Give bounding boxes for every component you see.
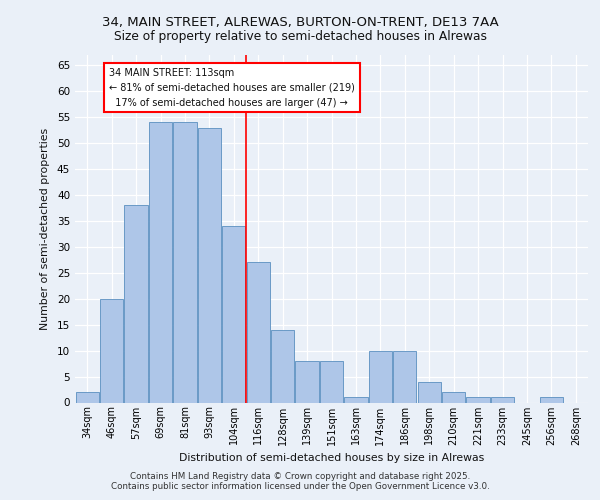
Bar	[418, 382, 441, 402]
Bar	[320, 361, 343, 403]
Bar	[540, 398, 563, 402]
Bar	[76, 392, 99, 402]
Bar	[344, 398, 368, 402]
Bar	[393, 350, 416, 403]
Bar	[149, 122, 172, 402]
Bar	[271, 330, 294, 402]
Bar	[173, 122, 197, 402]
Bar	[442, 392, 465, 402]
Bar	[369, 350, 392, 403]
Text: 34 MAIN STREET: 113sqm
← 81% of semi-detached houses are smaller (219)
  17% of : 34 MAIN STREET: 113sqm ← 81% of semi-det…	[109, 68, 355, 108]
Bar	[466, 398, 490, 402]
Text: 34, MAIN STREET, ALREWAS, BURTON-ON-TRENT, DE13 7AA: 34, MAIN STREET, ALREWAS, BURTON-ON-TREN…	[101, 16, 499, 29]
Bar	[222, 226, 245, 402]
Text: Size of property relative to semi-detached houses in Alrewas: Size of property relative to semi-detach…	[113, 30, 487, 43]
Bar	[124, 206, 148, 402]
Text: Contains HM Land Registry data © Crown copyright and database right 2025.: Contains HM Land Registry data © Crown c…	[130, 472, 470, 481]
Text: Contains public sector information licensed under the Open Government Licence v3: Contains public sector information licen…	[110, 482, 490, 491]
Y-axis label: Number of semi-detached properties: Number of semi-detached properties	[40, 128, 50, 330]
Bar	[295, 361, 319, 403]
Bar	[247, 262, 270, 402]
Bar	[198, 128, 221, 402]
X-axis label: Distribution of semi-detached houses by size in Alrewas: Distribution of semi-detached houses by …	[179, 453, 484, 463]
Bar	[100, 299, 123, 403]
Bar	[491, 398, 514, 402]
